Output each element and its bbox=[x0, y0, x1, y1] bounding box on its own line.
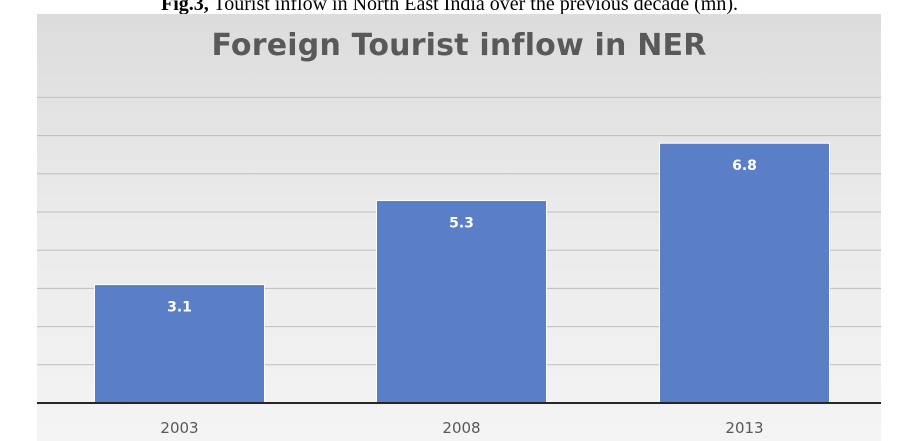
x-tick-label-2013: 2013 bbox=[725, 419, 763, 437]
chart-area: Foreign Tourist inflow in NER 3.1 5.3 6.8 2… bbox=[37, 14, 881, 441]
bars: 3.1 5.3 6.8 bbox=[94, 142, 830, 404]
bar-chart: 3.1 5.3 6.8 2003 2008 2013 bbox=[37, 96, 881, 437]
figure-caption-text: Tourist inflow in North East India over … bbox=[208, 0, 738, 15]
data-label-2008: 5.3 bbox=[449, 216, 474, 232]
data-label-2003: 3.1 bbox=[167, 300, 192, 316]
figure-caption: Fig.3, Tourist inflow in North East Indi… bbox=[0, 0, 899, 19]
bar-2003 bbox=[94, 284, 265, 404]
chart-title: Foreign Tourist inflow in NER bbox=[211, 28, 707, 63]
bar-2013 bbox=[659, 142, 830, 404]
x-tick-label-2003: 2003 bbox=[160, 419, 198, 437]
x-tick-label-2008: 2008 bbox=[442, 419, 480, 437]
data-label-2013: 6.8 bbox=[732, 158, 757, 174]
figure-label: Fig.3, bbox=[161, 0, 209, 15]
